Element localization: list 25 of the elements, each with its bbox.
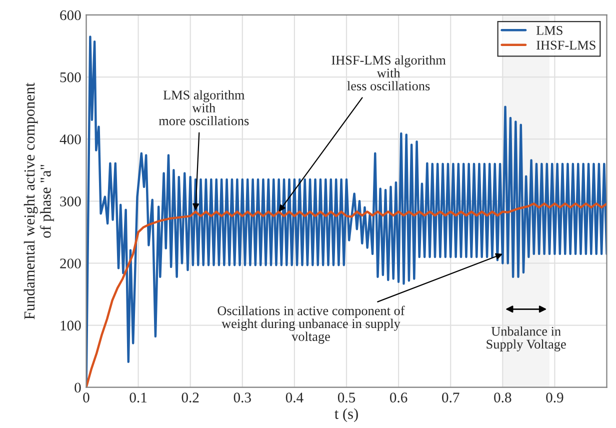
annotation: Oscillations in active component of weight during unbanace in supply voltage	[218, 306, 405, 344]
y-tick-label: 200	[60, 258, 81, 268]
x-tick-label: 0.4	[286, 392, 304, 403]
x-axis-title: t (s)	[334, 408, 358, 422]
annotation: LMS algorithm with more oscillations	[158, 90, 249, 126]
y-tick-label: 300	[60, 196, 81, 206]
x-tick-label: 0	[83, 392, 90, 402]
x-tick-label: 0.2	[182, 392, 199, 403]
y-tick-label: 500	[60, 72, 81, 82]
legend-label: IHSF-LMS	[536, 40, 596, 50]
x-tick-label: 0.3	[234, 392, 251, 403]
x-tick-label: 0.7	[442, 392, 460, 403]
y-tick-label: 100	[60, 320, 81, 330]
y-tick-label: 600	[60, 10, 81, 20]
y-tick-label: 0	[74, 382, 81, 393]
x-tick-label: 0.6	[390, 392, 408, 403]
x-tick-label: 0.1	[130, 392, 147, 403]
x-tick-label: 0.9	[546, 392, 564, 403]
legend-label: LMS	[536, 26, 562, 35]
y-tick-label: 400	[60, 134, 81, 144]
band-label: Unbalance in Supply Voltage	[486, 326, 566, 352]
x-tick-label: 0.5	[338, 392, 356, 403]
annotation: IHSF-LMS algorithm with less oscillations	[332, 55, 446, 90]
y-axis-title: Fundamental weight active component of phase "a"	[24, 82, 54, 320]
x-tick-label: 0.8	[494, 392, 512, 403]
